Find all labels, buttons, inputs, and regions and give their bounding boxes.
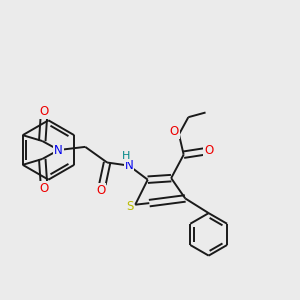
Text: N: N [124,159,134,172]
Text: O: O [204,144,214,157]
Text: O: O [169,125,178,138]
Text: S: S [126,200,133,213]
Text: H: H [122,151,130,160]
Text: O: O [96,184,106,196]
Text: N: N [54,143,63,157]
Text: O: O [39,106,48,118]
Text: O: O [39,182,48,194]
